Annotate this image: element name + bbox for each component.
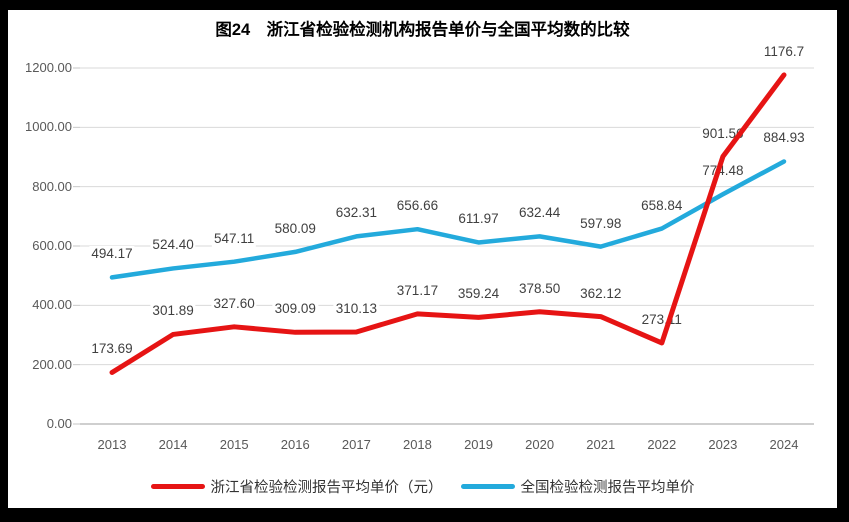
- y-axis-tick-label: 1000.00: [25, 119, 72, 135]
- legend-label-zhejiang: 浙江省检验检测报告平均单价（元）: [210, 480, 443, 496]
- data-point-label: 378.50: [516, 280, 563, 297]
- x-axis-tick-label: 2015: [219, 437, 249, 452]
- y-axis-tick-label: 200.00: [32, 356, 72, 372]
- y-axis-tick-label: 400.00: [32, 297, 72, 313]
- data-point-label: 656.66: [394, 198, 441, 215]
- legend-swatch-blue-line: [460, 484, 515, 489]
- data-point-label: 362.12: [578, 285, 624, 302]
- x-axis-tick-label: 2013: [97, 437, 127, 452]
- data-point-label: 494.17: [89, 246, 135, 263]
- legend-item-national: 全国检验检测报告平均单价: [460, 476, 695, 497]
- x-axis-tick-label: 2023: [708, 437, 738, 452]
- legend-label-national: 全国检验检测报告平均单价: [520, 480, 695, 496]
- data-point-label: 273.11: [639, 311, 684, 328]
- data-point-label: 310.13: [333, 300, 380, 317]
- data-point-label: 611.97: [456, 211, 501, 228]
- x-axis-tick-label: 2024: [769, 437, 799, 452]
- x-axis-tick-label: 2018: [402, 437, 432, 452]
- series-lines-layer: [109, 72, 787, 375]
- data-point-label: 632.44: [516, 205, 563, 222]
- data-point-label: 309.09: [272, 301, 318, 318]
- data-point-label: 1176.7: [761, 43, 807, 60]
- data-point-label: 580.09: [272, 220, 318, 237]
- data-point-label: 371.17: [394, 282, 441, 299]
- y-axis-tick-label: 600.00: [32, 238, 72, 253]
- data-point-label: 658.84: [639, 197, 685, 214]
- data-point-label: 884.93: [761, 130, 807, 147]
- x-axis-tick-label: 2016: [280, 437, 310, 452]
- data-point-label: 774.48: [700, 163, 746, 180]
- gridlines-layer: [73, 67, 814, 425]
- data-point-label: 901.56: [700, 125, 746, 142]
- data-labels-layer: 0.00 200.00 400.00 600.00 800.00 1000.00 1200.…: [8, 10, 837, 508]
- data-point-label: 327.60: [211, 295, 257, 312]
- national-series-line: [109, 159, 787, 280]
- legend-item-zhejiang: 浙江省检验检测报告平均单价（元）: [150, 476, 443, 497]
- y-axis-tick-label: 1200.00: [25, 60, 72, 75]
- legend-swatch-red-line: [150, 484, 205, 489]
- x-axis-tick-label: 2021: [586, 437, 616, 452]
- zhejiang-series-line: [109, 72, 787, 375]
- chart-page: 图24 浙江省检验检测机构报告单价与全国平均数的比较 0.00 200.00 400…: [8, 10, 837, 508]
- data-point-label: 632.31: [333, 205, 380, 222]
- data-point-label: 359.24: [455, 286, 502, 303]
- data-point-label: 173.69: [89, 341, 135, 358]
- y-axis-tick-label: 800.00: [32, 178, 72, 194]
- data-point-label: 301.89: [150, 303, 196, 320]
- chart-title: 图24 浙江省检验检测机构报告单价与全国平均数的比较: [215, 21, 630, 39]
- x-axis-tick-label: 2019: [464, 437, 493, 452]
- x-axis-tick-label: 2014: [158, 437, 188, 452]
- y-axis-tick-label: 0.00: [46, 416, 72, 431]
- x-axis-tick-label: 2022: [647, 437, 677, 452]
- x-axis-tick-label: 2017: [341, 437, 371, 452]
- data-point-label: 524.40: [150, 237, 196, 254]
- chart-legend: 浙江省检验检测报告平均单价（元） 全国检验检测报告平均单价: [8, 476, 837, 497]
- data-point-label: 597.98: [578, 215, 624, 232]
- x-axis-tick-label: 2020: [525, 437, 555, 452]
- data-point-label: 547.11: [212, 230, 257, 247]
